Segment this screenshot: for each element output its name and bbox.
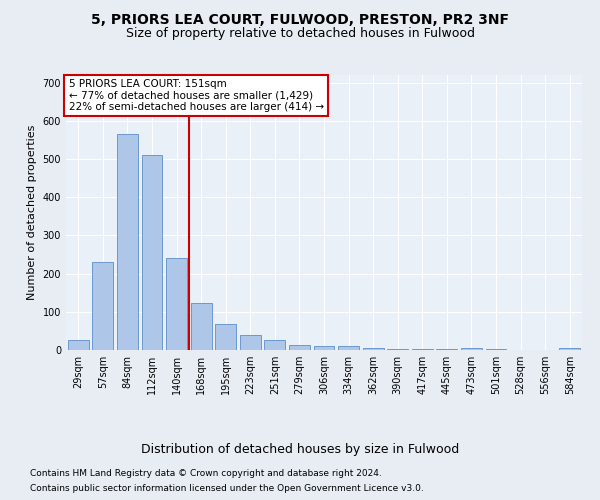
Bar xyxy=(338,346,359,350)
Bar xyxy=(314,346,334,350)
Text: Contains public sector information licensed under the Open Government Licence v3: Contains public sector information licen… xyxy=(30,484,424,493)
Bar xyxy=(362,348,383,350)
Bar xyxy=(559,348,580,350)
Text: Distribution of detached houses by size in Fulwood: Distribution of detached houses by size … xyxy=(141,442,459,456)
Bar xyxy=(289,345,310,350)
Bar xyxy=(461,348,482,350)
Bar xyxy=(240,336,261,350)
Bar xyxy=(485,349,506,350)
Bar xyxy=(436,349,457,350)
Bar xyxy=(191,304,212,350)
Text: 5 PRIORS LEA COURT: 151sqm
← 77% of detached houses are smaller (1,429)
22% of s: 5 PRIORS LEA COURT: 151sqm ← 77% of deta… xyxy=(68,79,324,112)
Text: Size of property relative to detached houses in Fulwood: Size of property relative to detached ho… xyxy=(125,28,475,40)
Bar xyxy=(142,155,163,350)
Bar xyxy=(412,349,433,350)
Text: 5, PRIORS LEA COURT, FULWOOD, PRESTON, PR2 3NF: 5, PRIORS LEA COURT, FULWOOD, PRESTON, P… xyxy=(91,12,509,26)
Bar xyxy=(215,324,236,350)
Bar xyxy=(166,258,187,350)
Bar xyxy=(265,340,286,350)
Text: Contains HM Land Registry data © Crown copyright and database right 2024.: Contains HM Land Registry data © Crown c… xyxy=(30,469,382,478)
Bar xyxy=(387,349,408,350)
Y-axis label: Number of detached properties: Number of detached properties xyxy=(27,125,37,300)
Bar xyxy=(117,134,138,350)
Bar xyxy=(68,340,89,350)
Bar xyxy=(92,262,113,350)
